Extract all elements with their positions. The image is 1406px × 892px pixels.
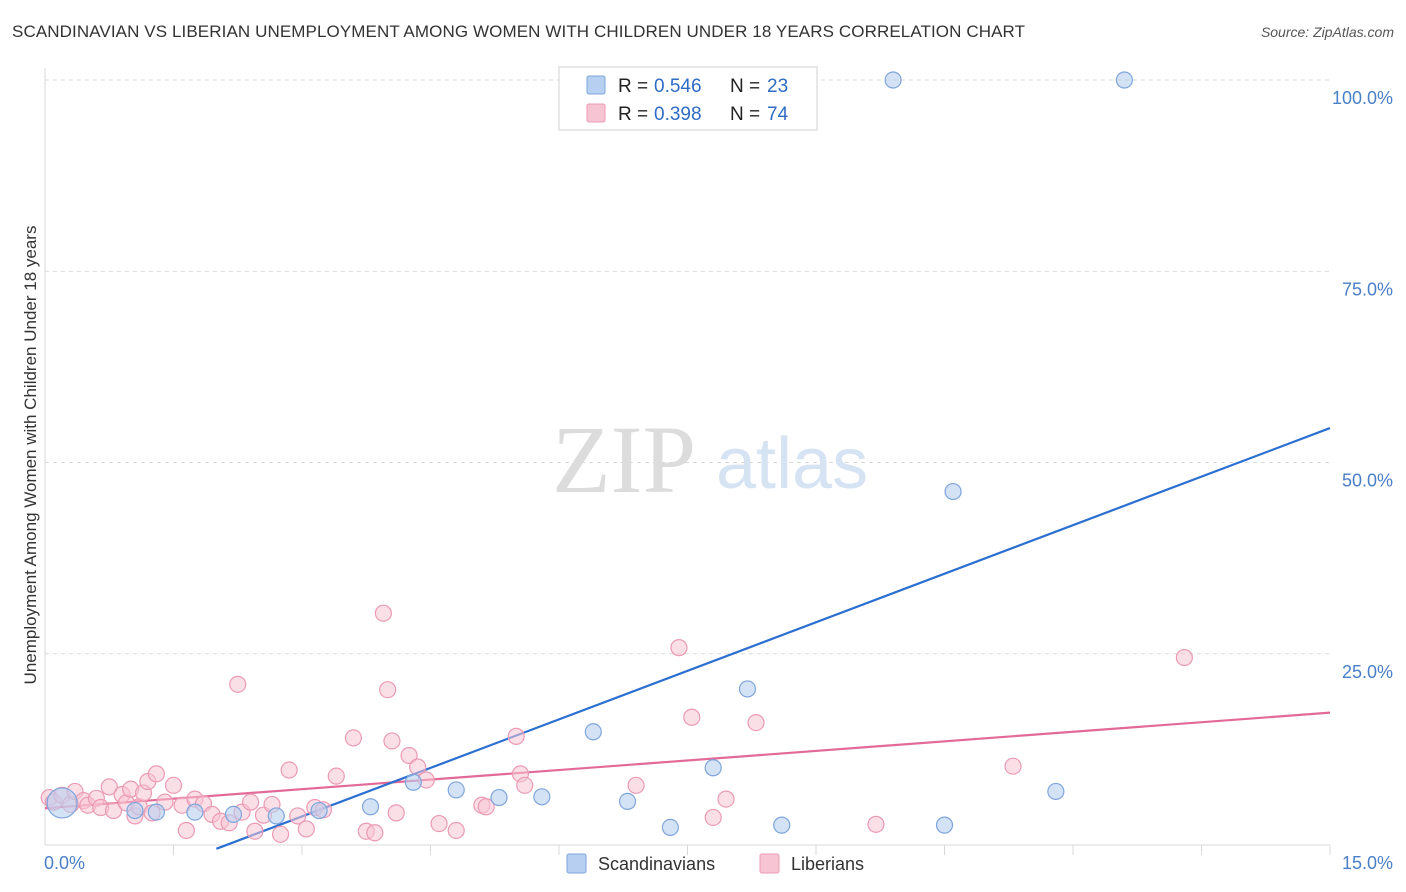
liberians-point [374, 604, 392, 622]
liberians-point [383, 732, 401, 750]
liberians-point [379, 681, 397, 699]
y-tick-label: 50.0% [1342, 471, 1393, 491]
legend-swatch-scandinavians [586, 75, 606, 95]
legend-n-value: 74 [767, 104, 789, 125]
bottom-legend-swatch-scandinavians [566, 853, 587, 874]
legend-r-label: R = [618, 104, 648, 125]
liberians-point [271, 825, 290, 843]
scandinavians-point [447, 781, 465, 799]
scandinavians-point [490, 788, 508, 807]
liberians-point [280, 761, 298, 779]
liberians-point [246, 822, 264, 840]
y-tick-labels: 25.0% 50.0% 75.0% 100.0% [1332, 88, 1393, 682]
scandinavians-point [186, 803, 204, 821]
liberians-point [147, 765, 165, 783]
legend: R = 0.546 N = 23 R = 0.398 N = 74 [558, 66, 818, 131]
scandinavians-point [584, 723, 602, 741]
scandinavians-point [46, 787, 78, 819]
liberians-point [516, 776, 534, 794]
bottom-legend: Scandinavians Liberians [566, 853, 864, 874]
liberians-point [100, 778, 118, 796]
scandinavians-point [618, 792, 637, 810]
liberians-trend-line [44, 711, 1331, 810]
liberians-point [297, 820, 315, 838]
liberians-point [704, 808, 722, 827]
scandinavians-point [533, 788, 551, 806]
liberians-point [366, 824, 384, 842]
scandinavians-point [944, 482, 962, 501]
liberians-points [40, 604, 1193, 843]
liberians-point [670, 639, 688, 657]
liberians-point [1175, 648, 1193, 667]
scandinavians-point [126, 801, 144, 820]
x-tick-label-max: 15.0% [1342, 853, 1393, 873]
liberians-point [1004, 757, 1022, 775]
legend-n-label: N = [730, 76, 760, 97]
watermark-atlas: atlas [716, 424, 868, 504]
bottom-legend-scandinavians: Scandinavians [598, 854, 715, 874]
liberians-point [430, 814, 448, 833]
y-tick-label: 100.0% [1332, 88, 1393, 108]
x-tick-label-min: 0.0% [44, 853, 85, 873]
scandinavians-point [884, 71, 902, 89]
scandinavians-point [1047, 782, 1065, 801]
scandinavians-point [1115, 71, 1134, 89]
chart-source: Source: ZipAtlas.com [1260, 24, 1394, 40]
liberians-point [327, 767, 345, 785]
scandinavians-point [224, 805, 243, 824]
legend-r-label: R = [618, 76, 648, 97]
scandinavians-point [310, 801, 328, 820]
chart-title: SCANDINAVIAN VS LIBERIAN UNEMPLOYMENT AM… [12, 22, 1026, 41]
liberians-point [387, 804, 405, 822]
scandinavians-trend-line [215, 427, 1331, 850]
scandinavians-point [147, 803, 165, 821]
liberians-point [447, 821, 465, 840]
scandinavians-point [704, 759, 722, 777]
scandinavians-point [361, 798, 380, 816]
legend-n-value: 23 [767, 76, 788, 97]
liberians-point [867, 815, 885, 833]
watermark-zip: ZIP [552, 406, 696, 513]
scandinavians-point [738, 680, 757, 698]
liberians-point [242, 793, 260, 811]
liberians-point [717, 790, 735, 808]
scandinavians-point [267, 807, 285, 825]
liberians-point [344, 729, 362, 747]
y-axis-title: Unemployment Among Women with Children U… [21, 226, 40, 685]
liberians-point [747, 713, 765, 732]
legend-n-label: N = [730, 104, 760, 125]
liberians-point [104, 801, 123, 820]
liberians-point [507, 727, 525, 745]
bottom-legend-swatch-liberians [759, 853, 780, 874]
watermark: ZIP atlas [552, 406, 868, 513]
y-tick-label: 75.0% [1342, 279, 1393, 299]
legend-r-value: 0.546 [654, 76, 702, 97]
scandinavians-points [46, 71, 1134, 837]
liberians-point [289, 807, 307, 825]
liberians-point [177, 821, 195, 840]
scandinavians-point [661, 818, 679, 837]
y-tick-label: 25.0% [1342, 662, 1393, 682]
liberians-point [400, 746, 418, 765]
scandinavians-point [773, 816, 791, 834]
bottom-legend-liberians: Liberians [791, 854, 864, 874]
scandinavians-point [404, 773, 422, 791]
liberians-point [683, 708, 701, 726]
trend-lines [44, 427, 1331, 850]
legend-r-value: 0.398 [654, 104, 702, 125]
legend-swatch-liberians [586, 103, 606, 123]
liberians-point [229, 675, 247, 693]
liberians-point [627, 776, 645, 794]
liberians-point [164, 776, 183, 794]
scandinavians-point [935, 816, 954, 834]
liberians-point [477, 798, 495, 816]
